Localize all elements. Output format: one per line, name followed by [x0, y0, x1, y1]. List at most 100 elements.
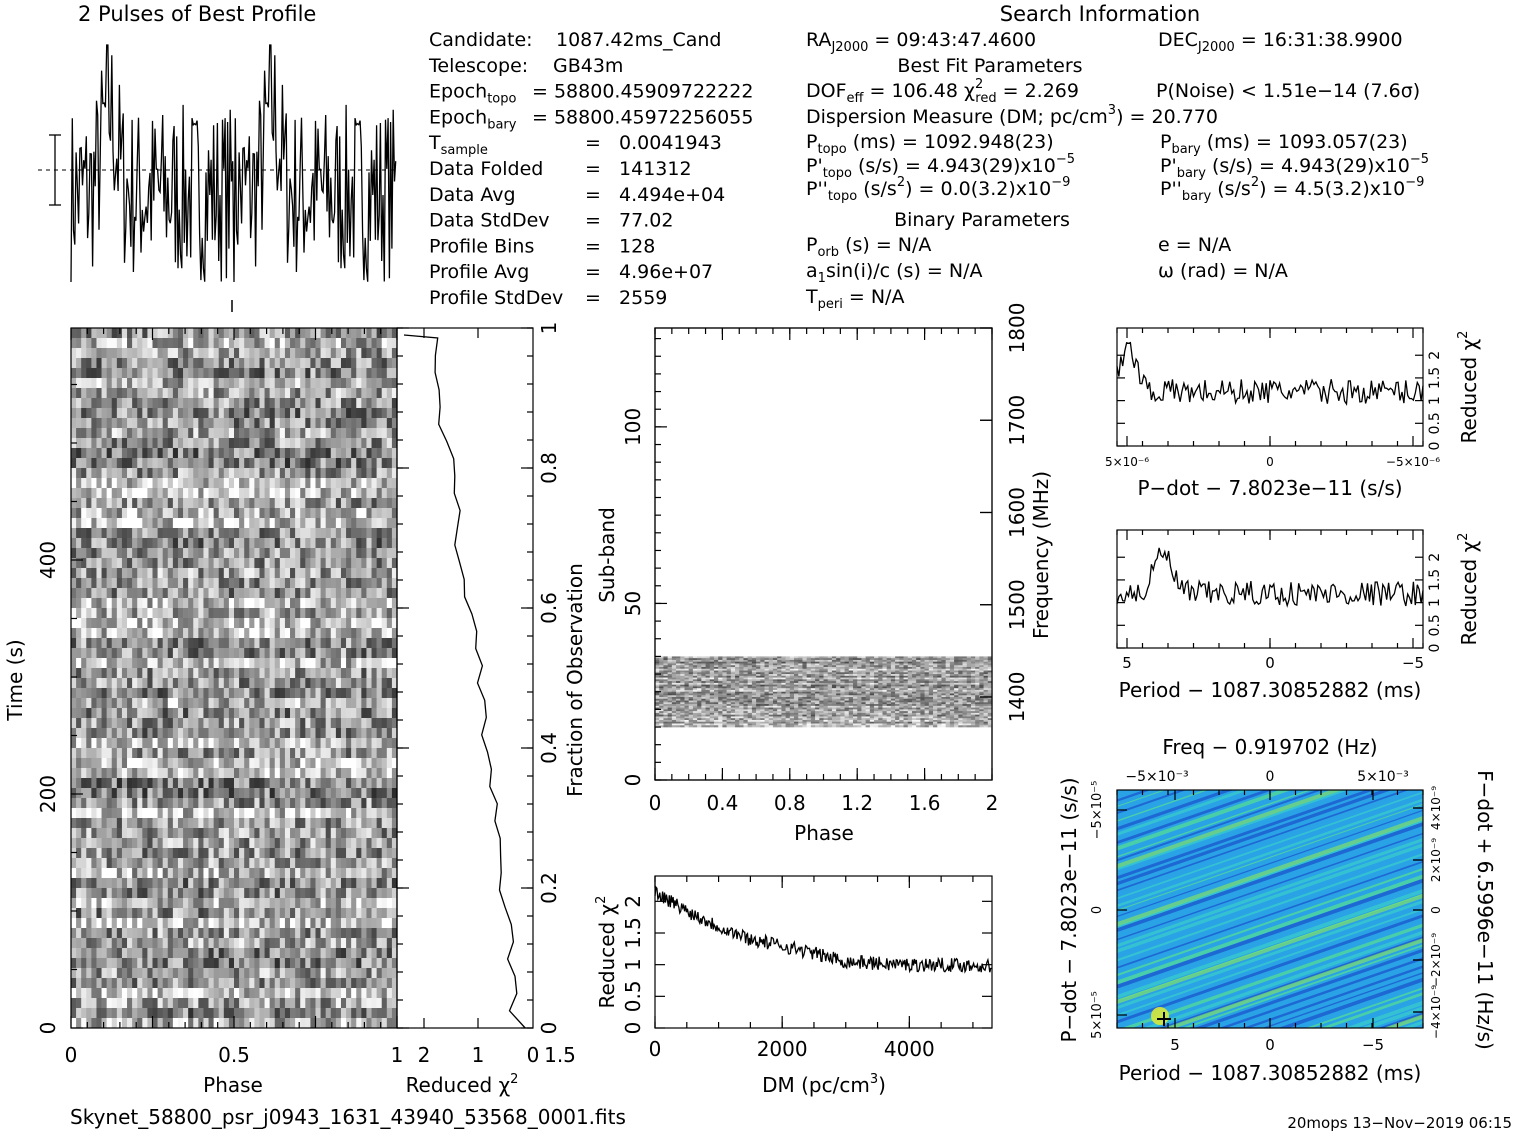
heat-cell [213, 408, 220, 419]
heat-cell [381, 908, 388, 919]
heat-cell [300, 508, 306, 519]
heat-cell [147, 998, 153, 1009]
heat-cell [81, 658, 87, 669]
heat-cell [371, 348, 377, 359]
heat-cell [356, 368, 362, 379]
heat-cell [325, 538, 332, 549]
heat-cell [147, 878, 153, 889]
heat-cell [279, 428, 286, 439]
heat-cell [121, 408, 128, 419]
heat-cell [127, 848, 133, 859]
heat-cell [157, 878, 163, 889]
heat-cell [183, 548, 189, 559]
heat-cell [142, 758, 148, 769]
heat-cell [152, 408, 158, 419]
heat-cell [259, 718, 265, 729]
heat-cell [310, 698, 316, 709]
heat-cell [376, 878, 383, 889]
heat-cell [198, 398, 204, 409]
heat-cell [86, 648, 92, 659]
heat-cell [86, 338, 92, 349]
time-phase-x-label: Phase [203, 1073, 263, 1097]
heat-cell [203, 458, 209, 469]
heat-cell [386, 698, 393, 709]
heat-cell [172, 998, 179, 1009]
heat-cell [735, 658, 740, 661]
heat-cell [162, 568, 169, 579]
heat-cell [701, 656, 706, 659]
heat-cell [335, 338, 342, 349]
heat-cell [162, 328, 169, 339]
heat-cell [86, 788, 92, 799]
heat-cell [320, 758, 326, 769]
heat-cell [172, 668, 179, 679]
heat-cell [310, 768, 316, 779]
heat-cell [244, 738, 250, 749]
heat-cell [167, 578, 174, 589]
heat-cell [351, 438, 357, 449]
heat-cell [132, 368, 138, 379]
heat-cell [81, 668, 87, 679]
heat-cell [305, 908, 311, 919]
heat-cell [279, 338, 286, 349]
heat-cell [315, 748, 321, 759]
heat-cell [325, 998, 332, 1009]
heat-cell [167, 978, 174, 989]
heat-cell [116, 358, 123, 369]
heat-cell [254, 528, 260, 539]
heat-cell [198, 998, 204, 1009]
heat-cell [121, 358, 128, 369]
heat-cell [71, 808, 77, 819]
heat-cell [244, 618, 250, 629]
heat-cell [290, 738, 296, 749]
heat-cell [203, 478, 209, 489]
heat-cell [340, 358, 347, 369]
heat-cell [310, 958, 316, 969]
heat-cell [330, 948, 337, 959]
heat-cell [132, 948, 138, 959]
heat-cell [234, 648, 240, 659]
heat-cell [361, 928, 367, 939]
heat-cell [116, 748, 123, 759]
heat-cell [264, 998, 270, 1009]
heat-cell [249, 738, 255, 749]
heat-cell [228, 928, 235, 939]
heat-cell [244, 988, 250, 999]
heat-cell [86, 628, 92, 639]
heat-cell [320, 678, 326, 689]
heat-cell [351, 618, 357, 629]
heat-cell [320, 1018, 326, 1029]
heat-cell [142, 868, 148, 879]
heat-cell [198, 488, 204, 499]
heat-cell [162, 808, 169, 819]
heat-cell [315, 558, 321, 569]
heat-cell [386, 568, 393, 579]
heat-cell [701, 658, 706, 661]
heat-cell [208, 728, 214, 739]
heat-cell [96, 488, 102, 499]
heat-cell [137, 518, 143, 529]
heat-cell [340, 778, 347, 789]
heat-cell [234, 658, 240, 669]
heat-cell [667, 656, 673, 659]
heat-cell [101, 488, 107, 499]
heat-cell [300, 708, 306, 719]
heat-cell [111, 838, 118, 849]
heat-cell [310, 648, 316, 659]
heat-cell [346, 398, 352, 409]
heat-cell [86, 398, 92, 409]
heat-cell [264, 378, 270, 389]
heat-cell [132, 868, 138, 879]
heat-cell [137, 328, 143, 339]
heat-cell [223, 328, 230, 339]
heat-cell [162, 838, 169, 849]
heat-cell [335, 718, 342, 729]
heat-cell [76, 878, 82, 889]
heat-cell [320, 898, 326, 909]
heat-cell [234, 438, 240, 449]
heat-cell [366, 638, 372, 649]
heat-cell [71, 878, 77, 889]
heat-cell [213, 328, 220, 339]
heat-cell [351, 648, 357, 659]
heat-cell [269, 788, 276, 799]
